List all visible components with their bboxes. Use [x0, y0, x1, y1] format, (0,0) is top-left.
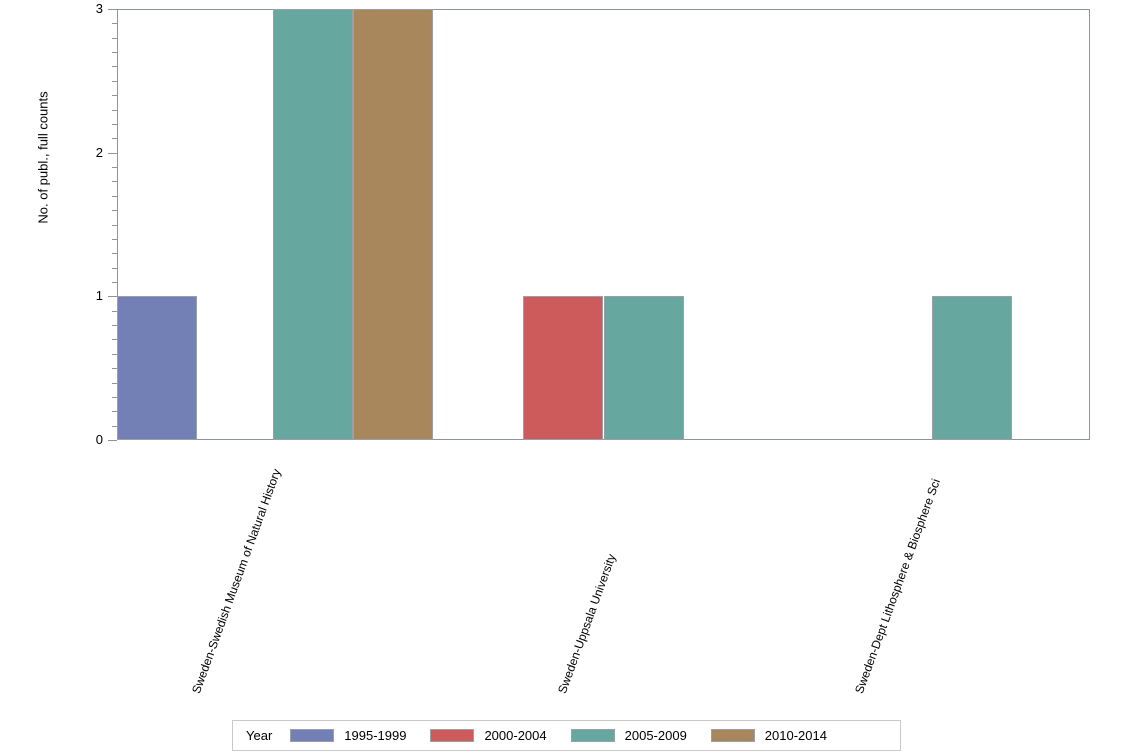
- legend-label: 2005-2009: [624, 728, 687, 743]
- bar: [117, 296, 197, 440]
- legend-color-swatch: [710, 729, 755, 742]
- legend-items: 1995-1999 2000-2004 2005-2009 2010-2014: [290, 728, 851, 743]
- legend-entry[interactable]: 2005-2009: [570, 728, 687, 743]
- y-tick-minor: [112, 80, 117, 82]
- y-tick-minor: [112, 167, 117, 169]
- legend-color-swatch: [570, 729, 615, 742]
- x-axis-category-label: Sweden-Uppsala University: [555, 552, 619, 696]
- y-tick-minor: [112, 66, 117, 68]
- legend-color-swatch: [290, 729, 335, 742]
- y-tick-minor: [112, 224, 117, 226]
- legend-color-swatch: [430, 729, 475, 742]
- y-tick-minor: [112, 353, 117, 355]
- legend-label: 2000-2004: [484, 728, 547, 743]
- legend-entry[interactable]: 2010-2014: [710, 728, 827, 743]
- y-tick-label: 3: [95, 1, 103, 16]
- y-tick-minor: [112, 52, 117, 54]
- legend-title: Year: [246, 728, 273, 743]
- x-axis-category-labels: Sweden-Swedish Museum of Natural History…: [0, 441, 1134, 711]
- y-tick-minor: [112, 281, 117, 283]
- y-tick-minor: [112, 95, 117, 97]
- y-tick-major: [108, 296, 117, 298]
- y-tick-minor: [112, 238, 117, 240]
- y-tick-minor: [112, 339, 117, 341]
- y-tick-minor: [112, 382, 117, 384]
- legend-label: 1995-1999: [344, 728, 407, 743]
- y-tick-major: [108, 152, 117, 154]
- y-tick-minor: [112, 109, 117, 111]
- y-tick-major: [108, 440, 117, 441]
- bar: [523, 296, 603, 440]
- y-tick-major: [108, 9, 117, 10]
- bar: [604, 296, 684, 440]
- legend-entry[interactable]: 1995-1999: [290, 728, 406, 743]
- y-tick-minor: [112, 138, 117, 140]
- y-tick-minor: [112, 23, 117, 25]
- legend: Year 1995-1999 2000-2004 2005-2009 2010-201…: [232, 720, 901, 751]
- y-tick-label: 1: [95, 288, 103, 304]
- y-tick-minor: [112, 368, 117, 370]
- bars-container: [117, 9, 1090, 440]
- legend-label: 2010-2014: [764, 728, 827, 743]
- y-tick-minor: [112, 210, 117, 212]
- bar: [353, 9, 433, 440]
- y-tick-minor: [112, 37, 117, 39]
- x-axis-category-label: Sweden-Dept Lithosphere & Biosphere Sci: [852, 476, 944, 696]
- y-tick-minor: [112, 123, 117, 125]
- y-axis-ticks: 0 1 2 3: [0, 0, 117, 450]
- bar: [273, 9, 353, 440]
- y-tick-minor: [112, 195, 117, 197]
- y-tick-minor: [112, 181, 117, 183]
- legend-entry[interactable]: 2000-2004: [430, 728, 547, 743]
- y-tick-minor: [112, 411, 117, 413]
- y-tick-label: 2: [95, 144, 103, 160]
- x-axis-category-label: Sweden-Swedish Museum of Natural History: [189, 466, 284, 696]
- y-tick-minor: [112, 425, 117, 427]
- y-tick-minor: [112, 310, 117, 312]
- y-tick-minor: [112, 253, 117, 255]
- y-tick-minor: [112, 396, 117, 398]
- bar: [932, 296, 1012, 440]
- y-tick-minor: [112, 325, 117, 327]
- y-tick-minor: [112, 267, 117, 269]
- y-tick-label: 0: [95, 432, 103, 447]
